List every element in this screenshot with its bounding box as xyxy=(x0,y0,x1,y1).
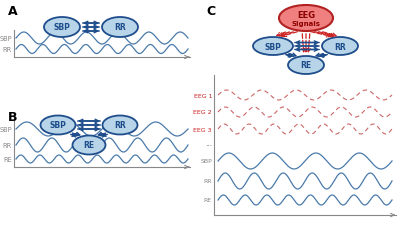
Text: RR: RR xyxy=(3,142,12,148)
Text: SBP: SBP xyxy=(50,121,67,130)
Text: SBP: SBP xyxy=(200,159,212,164)
Text: Signals: Signals xyxy=(292,21,320,27)
Ellipse shape xyxy=(322,38,358,56)
Ellipse shape xyxy=(41,116,75,135)
Text: EEG 3: EEG 3 xyxy=(193,127,212,132)
Ellipse shape xyxy=(103,116,138,135)
Text: C: C xyxy=(206,5,215,18)
Ellipse shape xyxy=(102,18,138,38)
Ellipse shape xyxy=(288,57,324,75)
Text: B: B xyxy=(8,110,18,124)
Text: RR: RR xyxy=(114,121,126,130)
Text: RR: RR xyxy=(114,23,126,32)
Ellipse shape xyxy=(253,38,293,56)
Text: A: A xyxy=(8,5,18,18)
Ellipse shape xyxy=(279,6,333,32)
Text: ...: ... xyxy=(205,138,212,147)
Text: SBP: SBP xyxy=(0,126,12,132)
Text: SBP: SBP xyxy=(54,23,71,32)
Ellipse shape xyxy=(73,136,105,155)
Text: RE: RE xyxy=(300,61,312,70)
Text: RR: RR xyxy=(334,42,346,51)
Text: RE: RE xyxy=(204,198,212,203)
Text: EEG 2: EEG 2 xyxy=(193,110,212,115)
Text: SBP: SBP xyxy=(265,42,282,51)
Ellipse shape xyxy=(44,18,80,38)
Text: SBP: SBP xyxy=(0,36,12,42)
Text: RE: RE xyxy=(3,156,12,162)
Text: RR: RR xyxy=(203,179,212,184)
Text: RE: RE xyxy=(83,141,95,150)
Text: EEG 1: EEG 1 xyxy=(194,93,212,98)
Text: EEG: EEG xyxy=(297,10,315,19)
Text: RR: RR xyxy=(3,47,12,53)
